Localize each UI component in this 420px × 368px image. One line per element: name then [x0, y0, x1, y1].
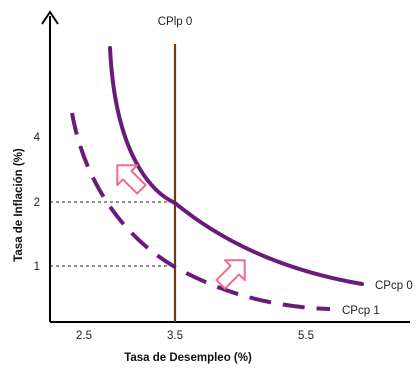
- shift-arrow-down-right: [215, 259, 246, 290]
- shift-arrow-up-left: [116, 164, 147, 195]
- y-axis-title: Tasa de Inflación (%): [13, 148, 25, 262]
- y-tick-2: 2: [34, 197, 40, 209]
- label-short-run-0: CPcp 0: [375, 280, 413, 292]
- label-short-run-1: CPcp 1: [342, 305, 380, 317]
- short-run-curve-0: [108, 46, 364, 286]
- x-tick-3-5: 3.5: [167, 330, 183, 342]
- short-run-curve-1: [70, 112, 331, 311]
- y-axis-arrow: [41, 10, 59, 25]
- y-tick-1: 1: [34, 261, 40, 273]
- x-tick-5-5: 5.5: [298, 330, 314, 342]
- label-long-run: CPlp 0: [158, 16, 193, 28]
- x-axis-title: Tasa de Desempleo (%): [124, 352, 252, 364]
- x-tick-2-5: 2.5: [76, 330, 92, 342]
- y-tick-4: 4: [34, 132, 41, 144]
